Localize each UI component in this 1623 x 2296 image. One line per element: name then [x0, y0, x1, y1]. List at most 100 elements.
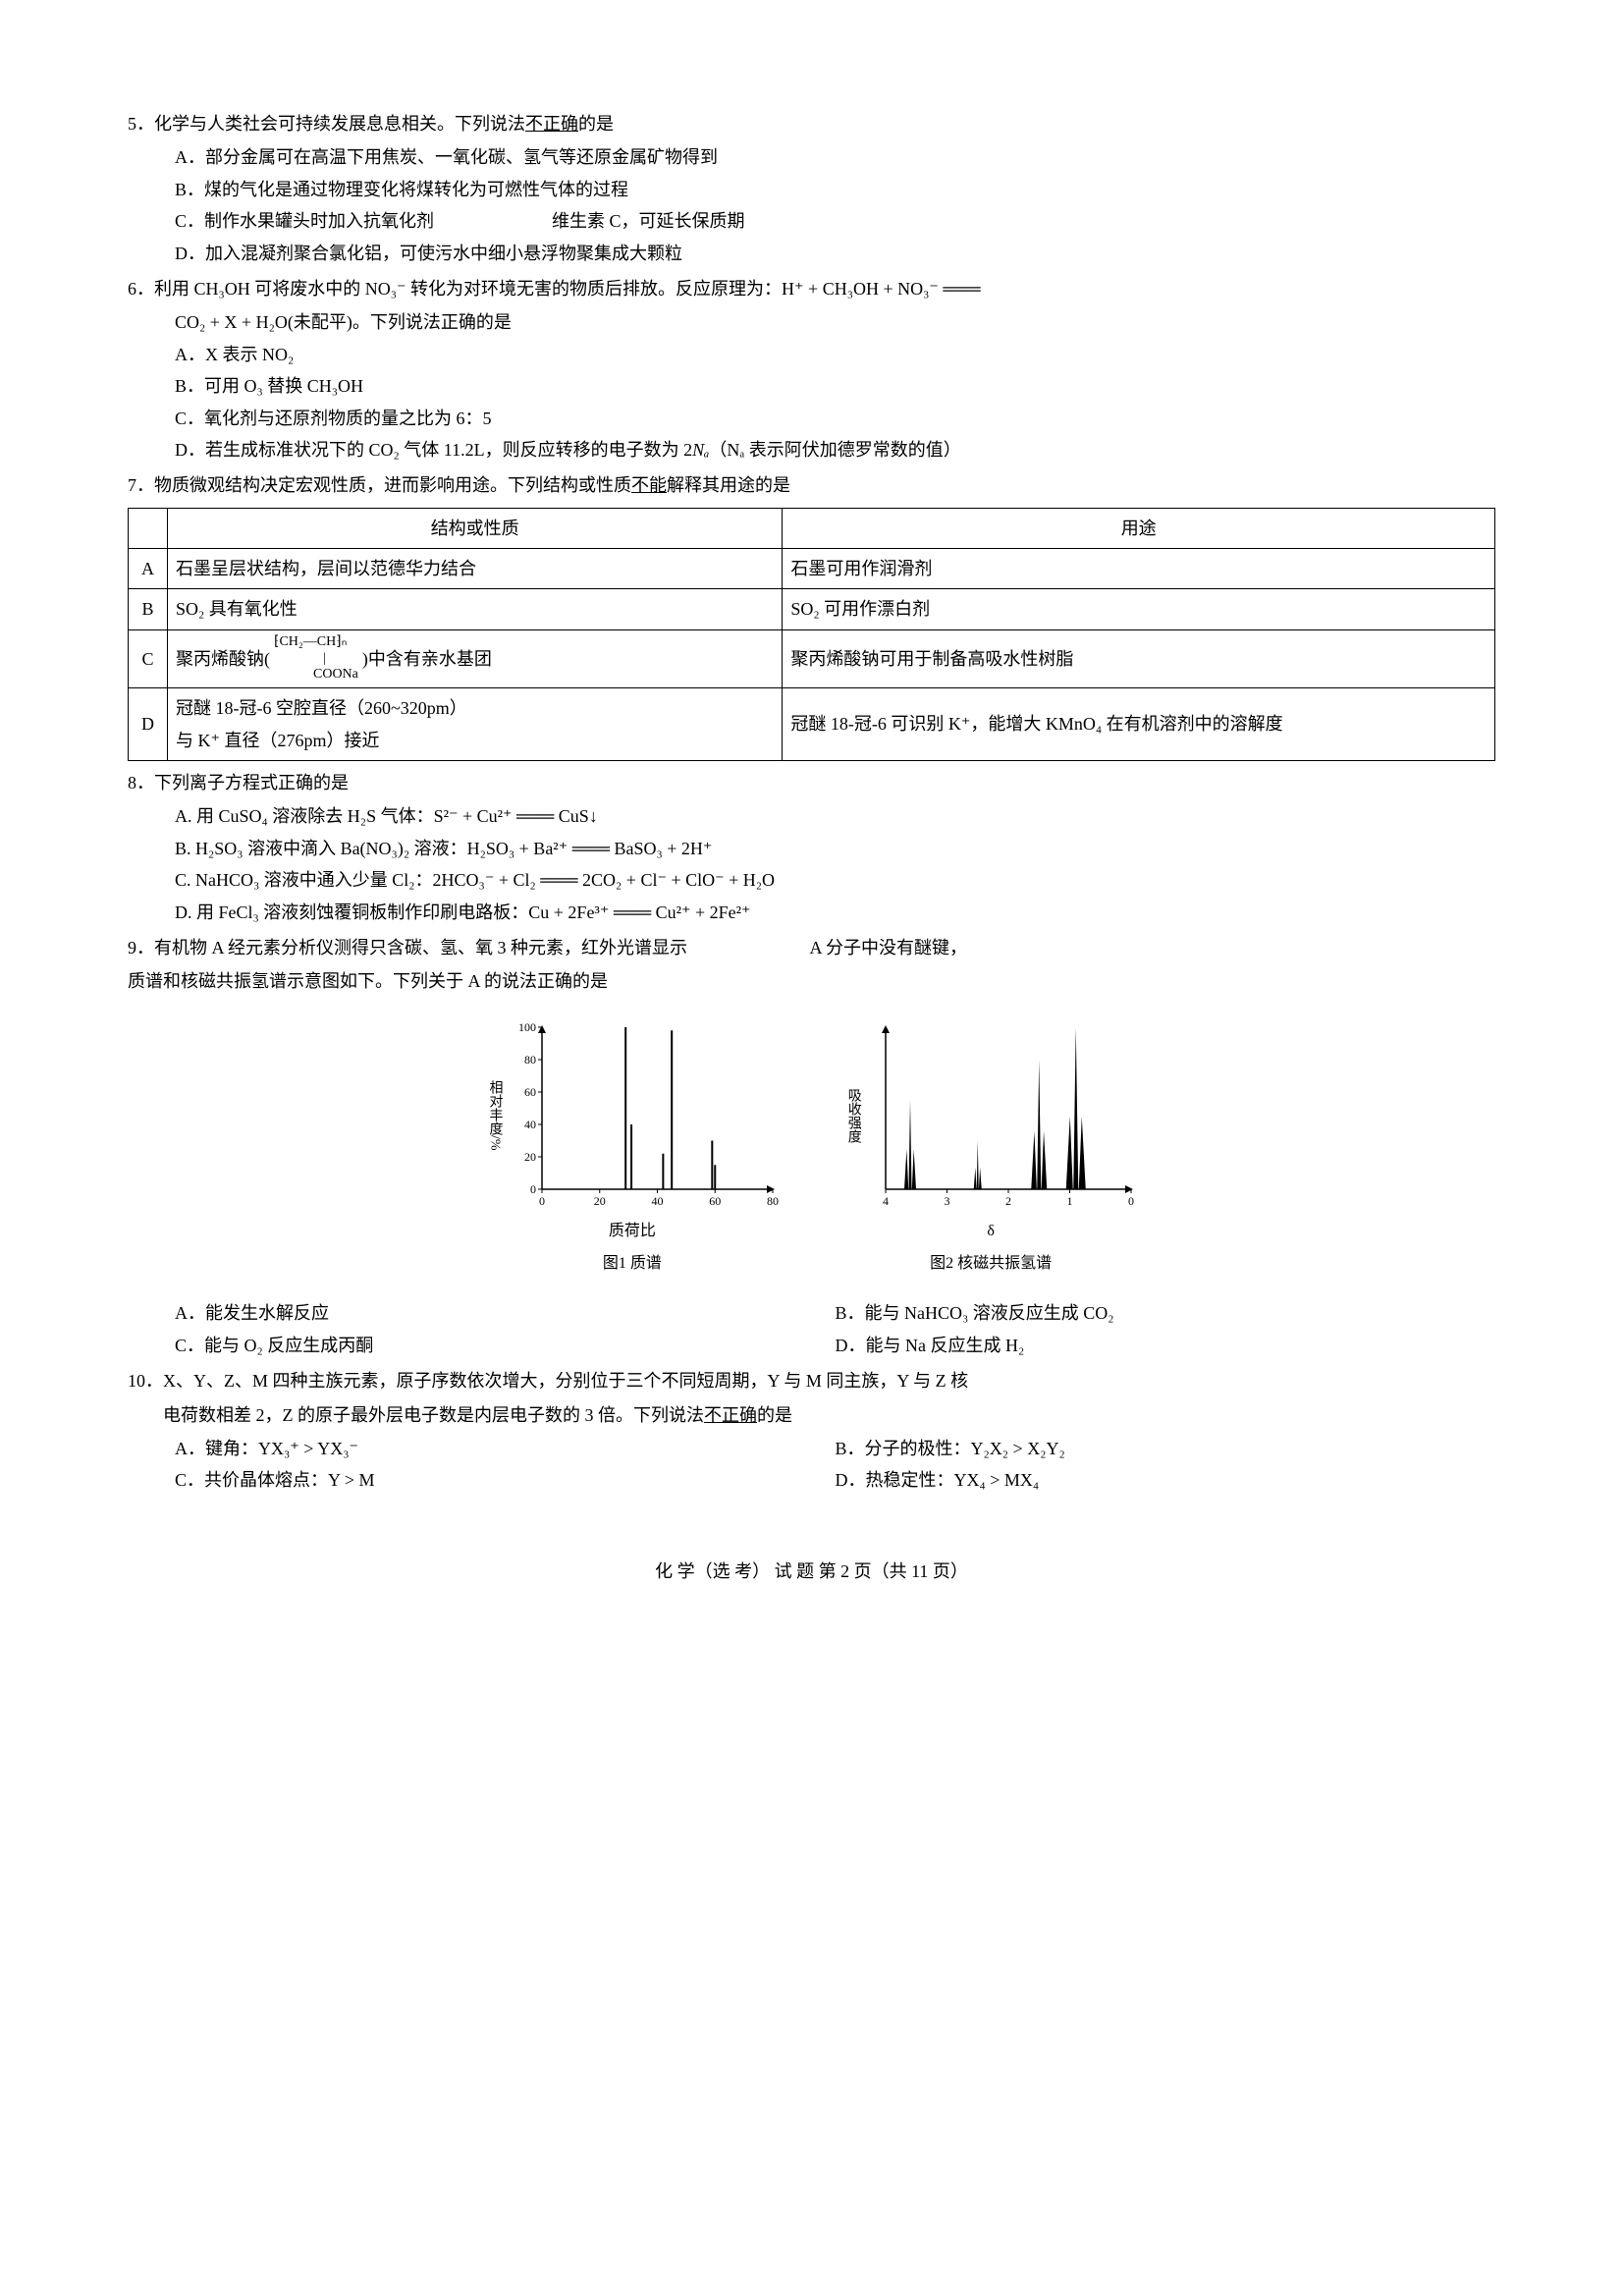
- poly-top: ⁅CH₂—CH⁆ₙ: [274, 634, 347, 649]
- q9-stem-l1-pre: 9．有机物 A 经元素分析仪测得只含碳、氢、氧 3 种元素，红外光谱显示: [128, 938, 687, 957]
- q6-d-paren: （Nₐ 表示阿伏加德罗常数的值）: [709, 440, 960, 460]
- cell-d-use: 冠醚 18-冠-6 可识别 K⁺，能增大 KMnO₄ 在有机溶剂中的溶解度: [783, 688, 1495, 761]
- cell-a-prop: 石墨呈层状结构，层间以范德华力结合: [168, 549, 783, 589]
- q10-stem-l1: 10．X、Y、Z、M 四种主族元素，原子序数依次增大，分别位于三个不同短周期，Y…: [128, 1365, 1495, 1396]
- q6-d-na: Nₐ: [692, 440, 709, 460]
- svg-text:1: 1: [1066, 1194, 1072, 1208]
- th-blank: [129, 508, 168, 548]
- svg-text:20: 20: [593, 1194, 605, 1208]
- q10-stem-l2: 电荷数相差 2，Z 的原子最外层电子数是内层电子数的 3 倍。下列说法不正确的是: [128, 1399, 1495, 1431]
- cell-b-label: B: [129, 589, 168, 629]
- chart1-svg: 020406080100020406080: [508, 1017, 783, 1214]
- q5-option-c: C．制作水果罐头时加入抗氧化剂维生素 C，可延长保质期: [128, 205, 1495, 237]
- cell-d-prop-l2: 与 K⁺ 直径（276pm）接近: [176, 725, 774, 756]
- cell-c-label: C: [129, 629, 168, 687]
- chart1-xlabel: 质荷比: [609, 1218, 656, 1246]
- q6-d-pre: D．若生成标准状况下的 CO₂ 气体 11.2L，则反应转移的电子数为 2: [175, 440, 692, 460]
- q9-stem-l2: 质谱和核磁共振氢谱示意图如下。下列关于 A 的说法正确的是: [128, 965, 1495, 997]
- q9-option-d: D．能与 Na 反应生成 H₂: [836, 1330, 1496, 1361]
- q10-stem-emph: 不正确: [704, 1405, 757, 1425]
- q10-option-d: D．热稳定性：YX₄ > MX₄: [836, 1464, 1496, 1496]
- page-footer: 化 学（选 考） 试 题 第 2 页（共 11 页）: [128, 1556, 1495, 1587]
- chart1-ylabel: 相对丰度/%: [482, 1080, 507, 1151]
- q6-option-b: B．可用 O₃ 替换 CH₃OH: [128, 370, 1495, 402]
- q10-options-row2: C．共价晶体熔点：Y > M D．热稳定性：YX₄ > MX₄: [128, 1464, 1495, 1496]
- q5-stem-tail: 的是: [578, 114, 614, 134]
- q5-option-b: B．煤的气化是通过物理变化将煤转化为可燃性气体的过程: [128, 174, 1495, 205]
- q10-option-b: B．分子的极性：Y₂X₂ > X₂Y₂: [836, 1433, 1496, 1464]
- q8-stem: 8．下列离子方程式正确的是: [128, 767, 1495, 798]
- svg-text:3: 3: [944, 1194, 949, 1208]
- mass-spectrum-chart: 相对丰度/% 020406080100020406080 质荷比 图1 质谱: [482, 1017, 782, 1279]
- q8-option-c: C. NaHCO₃ 溶液中通入少量 Cl₂：2HCO₃⁻ + Cl₂ ═══ 2…: [128, 864, 1495, 896]
- cell-c-prop-pre: 聚丙烯酸钠(: [176, 643, 270, 675]
- svg-text:2: 2: [1005, 1194, 1011, 1208]
- question-9: 9．有机物 A 经元素分析仪测得只含碳、氢、氧 3 种元素，红外光谱显示 A 分…: [128, 932, 1495, 1361]
- svg-text:80: 80: [767, 1194, 779, 1208]
- q7-stem-pre: 7．物质微观结构决定宏观性质，进而影响用途。下列结构或性质: [128, 475, 631, 495]
- q6-stem-l2: CO₂ + X + H₂O(未配平)。下列说法正确的是: [128, 306, 1495, 338]
- cell-d-label: D: [129, 688, 168, 761]
- q10-stem-l2-pre: 电荷数相差 2，Z 的原子最外层电子数是内层电子数的 3 倍。下列说法: [163, 1405, 704, 1425]
- svg-text:100: 100: [518, 1020, 536, 1034]
- chart1-caption: 图1 质谱: [603, 1250, 662, 1279]
- q9-stem-l1-post: A 分子中没有醚键，: [805, 938, 967, 957]
- q6-stem-l1: 6．利用 CH₃OH 可将废水中的 NO₃⁻ 转化为对环境无害的物质后排放。反应…: [128, 273, 1495, 304]
- question-6: 6．利用 CH₃OH 可将废水中的 NO₃⁻ 转化为对环境无害的物质后排放。反应…: [128, 273, 1495, 465]
- q9-options-row2: C．能与 O₂ 反应生成丙酮 D．能与 Na 反应生成 H₂: [128, 1330, 1495, 1361]
- svg-text:40: 40: [524, 1118, 536, 1131]
- svg-text:4: 4: [883, 1194, 889, 1208]
- q9-stem-l1: 9．有机物 A 经元素分析仪测得只含碳、氢、氧 3 种元素，红外光谱显示 A 分…: [128, 932, 1495, 963]
- q7-stem-emph: 不能: [631, 475, 667, 495]
- q7-stem: 7．物质微观结构决定宏观性质，进而影响用途。下列结构或性质不能解释其用途的是: [128, 469, 1495, 501]
- q10-option-a: A．键角：YX₃⁺ > YX₃⁻: [175, 1433, 836, 1464]
- chart2-xlabel: δ: [987, 1218, 995, 1246]
- q5-stem-emph: 不正确: [525, 114, 578, 134]
- q9-options-row1: A．能发生水解反应 B．能与 NaHCO₃ 溶液反应生成 CO₂: [128, 1297, 1495, 1329]
- th-use: 用途: [783, 508, 1495, 548]
- q9-option-c: C．能与 O₂ 反应生成丙酮: [175, 1330, 836, 1361]
- q9-option-a: A．能发生水解反应: [175, 1297, 836, 1329]
- svg-text:60: 60: [524, 1085, 536, 1099]
- q8-option-d: D. 用 FeCl₃ 溶液刻蚀覆铜板制作印刷电路板：Cu + 2Fe³⁺ ═══…: [128, 897, 1495, 928]
- cell-d-prop-l1: 冠醚 18-冠-6 空腔直径（260~320pm）: [176, 692, 774, 724]
- q6-option-d: D．若生成标准状况下的 CO₂ 气体 11.2L，则反应转移的电子数为 2Nₐ（…: [128, 434, 1495, 465]
- chart2-caption: 图2 核磁共振氢谱: [930, 1250, 1052, 1279]
- cell-c-prop: 聚丙烯酸钠( ⁅CH₂—CH⁆ₙ | COONa )中含有亲水基团: [168, 629, 783, 687]
- svg-text:80: 80: [524, 1053, 536, 1066]
- q5-stem-pre: 5．化学与人类社会可持续发展息息相关。下列说法: [128, 114, 525, 134]
- svg-text:60: 60: [709, 1194, 721, 1208]
- cell-b-use: SO₂ 可用作漂白剂: [783, 589, 1495, 629]
- cell-c-use: 聚丙烯酸钠可用于制备高吸水性树脂: [783, 629, 1495, 687]
- q5-option-a: A．部分金属可在高温下用焦炭、一氧化碳、氢气等还原金属矿物得到: [128, 141, 1495, 173]
- svg-text:20: 20: [524, 1150, 536, 1164]
- q9-option-b: B．能与 NaHCO₃ 溶液反应生成 CO₂: [836, 1297, 1496, 1329]
- chart2-svg: 4 3 2 1 0: [866, 1017, 1141, 1214]
- table-row-c: C 聚丙烯酸钠( ⁅CH₂—CH⁆ₙ | COONa )中含有亲水基团 聚丙烯酸…: [129, 629, 1495, 687]
- th-prop: 结构或性质: [168, 508, 783, 548]
- svg-text:40: 40: [651, 1194, 663, 1208]
- cell-c-prop-post: )中含有亲水基团: [362, 643, 492, 675]
- q6-option-c: C．氧化剂与还原剂物质的量之比为 6：5: [128, 403, 1495, 434]
- q5-c-pre: C．制作水果罐头时加入抗氧化剂: [175, 211, 434, 231]
- table-row-a: A 石墨呈层状结构，层间以范德华力结合 石墨可用作润滑剂: [129, 549, 1495, 589]
- table-row-d: D 冠醚 18-冠-6 空腔直径（260~320pm） 与 K⁺ 直径（276p…: [129, 688, 1495, 761]
- q10-options-row1: A．键角：YX₃⁺ > YX₃⁻ B．分子的极性：Y₂X₂ > X₂Y₂: [128, 1433, 1495, 1464]
- poly-bot: COONa: [274, 667, 358, 682]
- q6-option-a: A．X 表示 NO₂: [128, 339, 1495, 370]
- q8-option-b: B. H₂SO₃ 溶液中滴入 Ba(NO₃)₂ 溶液：H₂SO₃ + Ba²⁺ …: [128, 833, 1495, 864]
- q5-stem: 5．化学与人类社会可持续发展息息相关。下列说法不正确的是: [128, 108, 1495, 139]
- table-header-row: 结构或性质 用途: [129, 508, 1495, 548]
- svg-text:0: 0: [539, 1194, 545, 1208]
- nmr-chart: 吸收强度 43210 δ 图2 核磁共振氢谱: [841, 1017, 1141, 1279]
- q8-option-a: A. 用 CuSO₄ 溶液除去 H₂S 气体：S²⁻ + Cu²⁺ ═══ Cu…: [128, 800, 1495, 832]
- charts-container: 相对丰度/% 020406080100020406080 质荷比 图1 质谱 吸…: [128, 1017, 1495, 1279]
- q10-option-c: C．共价晶体熔点：Y > M: [175, 1464, 836, 1496]
- svg-text:0: 0: [1128, 1194, 1134, 1208]
- q10-stem-tail: 的是: [757, 1405, 792, 1425]
- question-8: 8．下列离子方程式正确的是 A. 用 CuSO₄ 溶液除去 H₂S 气体：S²⁻…: [128, 767, 1495, 928]
- question-7: 7．物质微观结构决定宏观性质，进而影响用途。下列结构或性质不能解释其用途的是 结…: [128, 469, 1495, 761]
- cell-a-use: 石墨可用作润滑剂: [783, 549, 1495, 589]
- cell-b-prop: SO₂ 具有氧化性: [168, 589, 783, 629]
- q5-option-d: D．加入混凝剂聚合氯化铝，可使污水中细小悬浮物聚集成大颗粒: [128, 238, 1495, 269]
